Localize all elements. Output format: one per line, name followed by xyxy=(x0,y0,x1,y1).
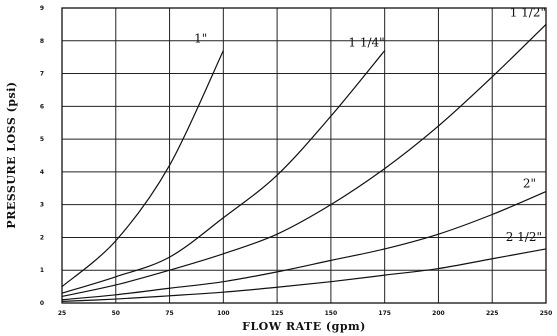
series-line xyxy=(61,191,547,301)
x-axis-label: FLOW RATE (gpm) xyxy=(242,320,366,333)
y-tick-label: 8 xyxy=(40,38,44,45)
series-line xyxy=(61,50,224,288)
tick-labels: 25 50 75 100 125 150 175 200 225 250 0 1 2 3 4 5 6 7 8 9 xyxy=(40,5,552,317)
y-axis-label: PRESSURE LOSS (psi) xyxy=(5,81,18,228)
y-tick-label: 6 xyxy=(40,103,44,110)
series-line xyxy=(61,248,547,302)
x-tick-label: 150 xyxy=(325,310,338,317)
y-tick-label: 3 xyxy=(40,202,44,209)
y-tick-label: 0 xyxy=(40,300,44,307)
series-label: 2" xyxy=(523,177,536,191)
x-tick-label: 50 xyxy=(112,310,120,317)
series-line xyxy=(61,50,386,294)
curves xyxy=(61,23,547,302)
y-tick-label: 7 xyxy=(40,71,44,78)
series-label: 1" xyxy=(194,32,207,46)
series-labels: 1" 1 1/4" 1 1/2" 2" 2 1/2" xyxy=(194,5,546,244)
x-tick-label: 225 xyxy=(486,310,499,317)
x-tick-label: 75 xyxy=(165,310,173,317)
y-tick-label: 1 xyxy=(40,267,44,274)
grid xyxy=(61,7,547,304)
x-tick-label: 250 xyxy=(540,310,553,317)
x-tick-label: 175 xyxy=(378,310,391,317)
x-tick-label: 100 xyxy=(217,310,230,317)
y-tick-label: 9 xyxy=(40,5,44,12)
series-label: 2 1/2" xyxy=(506,230,542,244)
series-label: 1 1/2" xyxy=(510,5,546,19)
x-tick-label: 25 xyxy=(58,310,66,317)
series-line xyxy=(61,23,547,298)
x-tick-label: 200 xyxy=(432,310,445,317)
y-tick-label: 5 xyxy=(40,136,44,143)
y-tick-label: 4 xyxy=(40,169,44,176)
y-tick-label: 2 xyxy=(40,234,44,241)
x-tick-label: 125 xyxy=(271,310,284,317)
plot-frame xyxy=(61,7,547,304)
series-label: 1 1/4" xyxy=(348,36,384,50)
